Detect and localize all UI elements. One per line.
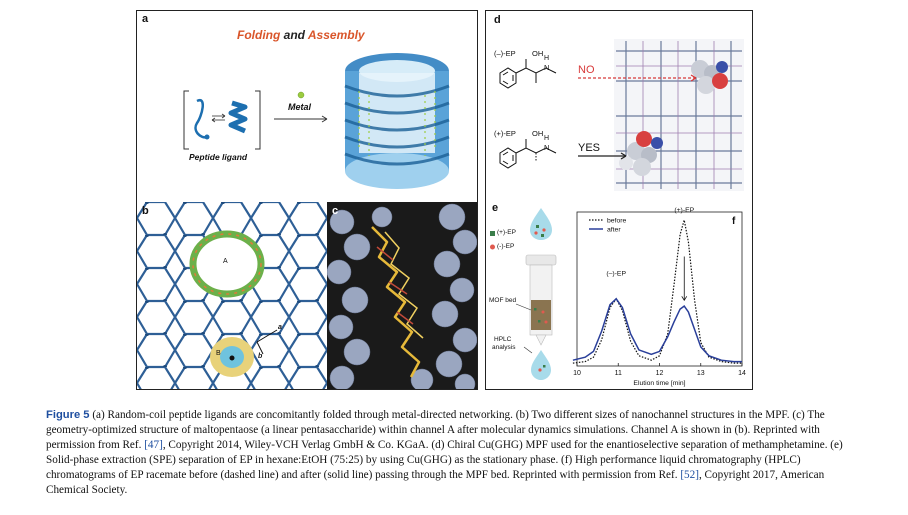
x-tick-label-12: 12	[656, 370, 664, 377]
caption-ref-47[interactable]: [47]	[144, 439, 163, 451]
minus-ep-label: (–)-EP	[494, 49, 516, 58]
channel-a-label: A	[223, 258, 228, 265]
caption-text-3: , Copyright 2017, American Chemical Soci…	[46, 469, 825, 496]
panel-b: b A B a b	[137, 202, 327, 389]
hplc-label: HPLC	[494, 336, 512, 343]
caption-text-2: , Copyright 2014, Wiley-VCH Verlag GmbH …	[46, 439, 843, 481]
oh-label-1: OH	[532, 49, 544, 58]
peptide-ligand-illustration	[183, 53, 450, 189]
series-line-after	[572, 297, 742, 363]
panel-f-label: f	[732, 216, 736, 227]
right-figure-frame	[485, 10, 753, 390]
panel-c: c	[327, 202, 477, 389]
chromatogram-svg: 10 11 12 13 14 Elution time [min] f before after…	[572, 207, 746, 387]
h-label-1: H	[544, 55, 550, 62]
mpf-framework-illustration	[499, 39, 744, 191]
panel-d: d	[486, 11, 752, 199]
panel-d-label: d	[494, 14, 501, 26]
mof-bed-label: MOF bed	[489, 297, 517, 304]
metal-label: Metal	[288, 102, 312, 112]
n-label-1: N	[544, 63, 550, 72]
plus-ep-label: (+)-EP	[494, 129, 516, 138]
analysis-label: analysis	[492, 344, 516, 351]
yes-label: YES	[578, 142, 601, 154]
caption-ref-52[interactable]: [52]	[680, 469, 699, 481]
peak-label-0: (–)-EP	[606, 270, 626, 277]
panel-e-label: e	[492, 202, 499, 214]
legend-plus-ep: (+)-EP	[497, 229, 516, 236]
x-axis-label: Elution time [min]	[633, 380, 685, 387]
caption-figure-label: Figure 5	[46, 409, 90, 421]
oh-label-2: OH	[532, 129, 544, 138]
title-assembly: Assembly	[307, 28, 365, 42]
panel-a-title: Folding and Assembly	[237, 28, 365, 42]
title-folding: Folding	[237, 28, 281, 42]
tube-assembly	[344, 53, 450, 189]
legend-label-before: before	[607, 218, 626, 225]
peptide-ligand-label: Peptide ligand	[189, 152, 248, 162]
nanochannel-lattice	[137, 202, 327, 389]
legend-label-after: after	[607, 227, 621, 234]
panel-c-label: c	[332, 205, 339, 217]
legend-minus-ep: (-)-EP	[497, 243, 515, 250]
n-label-2: N	[544, 143, 550, 152]
figure-caption: Figure 5 (a) Random-coil peptide ligands…	[46, 408, 866, 498]
channel-b-label: B	[216, 350, 221, 357]
axis-a-label: a	[278, 324, 282, 331]
peak-arrow-head	[681, 296, 688, 302]
x-tick-label-13: 13	[697, 370, 705, 377]
maltopentaose-structure	[327, 203, 477, 389]
title-and: and	[280, 28, 308, 42]
x-tick-label-14: 14	[738, 370, 746, 377]
x-tick-label-11: 11	[615, 370, 622, 377]
plot-frame	[576, 211, 743, 367]
caption-text-1: (a) Random-coil peptide ligands are conc…	[46, 409, 825, 451]
left-figure-frame	[136, 10, 478, 390]
panel-e: e (+)-EP (-)-EP MOF bed HPLC analysis	[486, 200, 568, 389]
panel-a-label: a	[142, 13, 149, 25]
peak-label-1: (+)-EP	[674, 207, 694, 214]
panel-b-label: b	[142, 205, 149, 217]
series-line-before	[572, 219, 742, 364]
panel-a: a Folding and Assembly Metal Peptide	[137, 11, 477, 201]
panel-f-chart: 10 11 12 13 14 Elution time [min] f before after…	[568, 200, 752, 389]
x-tick-label-10: 10	[573, 370, 581, 377]
no-label: NO	[578, 64, 595, 76]
spe-column-illustration	[490, 208, 557, 380]
axis-b-label: b	[258, 353, 263, 360]
h-label-2: H	[544, 135, 550, 142]
